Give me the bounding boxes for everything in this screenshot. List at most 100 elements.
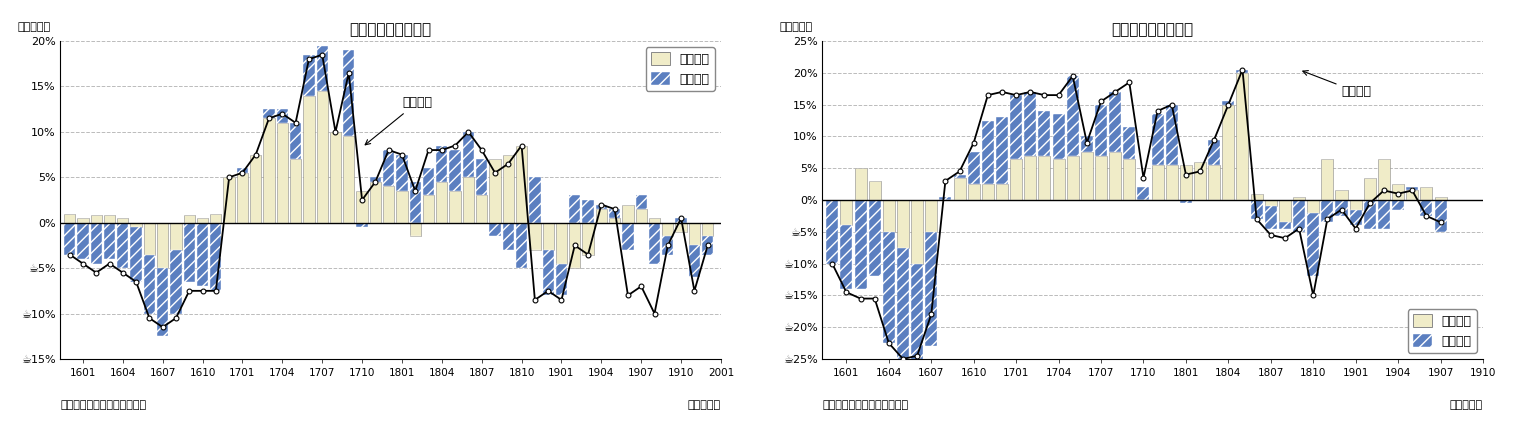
Bar <box>423 168 434 195</box>
Bar <box>840 200 853 225</box>
Bar <box>303 96 314 223</box>
Bar <box>144 255 155 314</box>
Bar <box>370 177 381 182</box>
Bar <box>502 223 514 250</box>
Bar <box>954 175 965 178</box>
Bar <box>516 145 528 223</box>
Bar <box>1109 92 1121 152</box>
Bar <box>343 50 355 136</box>
Bar <box>396 191 408 223</box>
Bar <box>64 223 76 255</box>
Bar <box>1393 184 1405 200</box>
Bar <box>329 132 341 223</box>
Bar <box>1053 159 1065 200</box>
Bar <box>197 223 208 286</box>
Bar <box>1066 155 1079 200</box>
Text: （資料）財務省「貳易統計」: （資料）財務省「貳易統計」 <box>822 400 909 410</box>
Bar <box>583 200 593 223</box>
Bar <box>184 215 194 223</box>
Bar <box>382 187 394 223</box>
Bar <box>144 223 155 255</box>
Bar <box>1180 165 1192 200</box>
Bar <box>382 150 394 187</box>
Legend: 数量要因, 価格要因: 数量要因, 価格要因 <box>1408 309 1476 353</box>
Bar <box>883 200 895 232</box>
Bar <box>1039 111 1050 155</box>
Bar <box>290 159 302 223</box>
Bar <box>912 264 924 378</box>
Text: （前年比）: （前年比） <box>780 22 813 31</box>
Bar <box>516 223 528 268</box>
Bar <box>130 227 141 282</box>
Bar <box>1406 187 1418 190</box>
Bar <box>1265 200 1277 206</box>
Bar <box>968 152 980 184</box>
Bar <box>689 245 699 277</box>
Bar <box>925 232 938 346</box>
Bar <box>463 177 473 223</box>
Bar <box>622 205 634 223</box>
Bar <box>1377 159 1390 200</box>
Bar <box>1364 200 1376 229</box>
Bar <box>476 159 487 195</box>
Bar <box>343 136 355 223</box>
Bar <box>1335 200 1347 216</box>
Bar <box>317 91 328 223</box>
Bar <box>1053 114 1065 159</box>
Bar <box>170 223 182 250</box>
Bar <box>1151 165 1164 200</box>
Bar <box>1292 200 1305 232</box>
Bar <box>854 200 866 289</box>
Bar <box>1406 190 1418 200</box>
Bar <box>1250 194 1262 200</box>
Bar <box>583 223 593 255</box>
Bar <box>968 184 980 200</box>
Text: （前年比）: （前年比） <box>17 22 50 31</box>
Bar <box>997 117 1007 184</box>
Bar <box>529 177 540 223</box>
Bar <box>211 214 221 223</box>
Bar <box>1208 140 1220 165</box>
Bar <box>1080 136 1092 152</box>
Bar <box>250 155 261 223</box>
Bar <box>912 200 924 264</box>
Bar <box>869 181 881 200</box>
Bar <box>211 223 221 291</box>
Bar <box>1180 200 1192 203</box>
Bar <box>1335 190 1347 200</box>
Bar <box>117 223 129 268</box>
Bar <box>463 132 473 177</box>
Bar <box>1435 200 1447 232</box>
Bar <box>840 225 853 289</box>
Bar <box>1279 222 1291 229</box>
Bar <box>569 195 581 223</box>
Bar <box>869 200 881 276</box>
Bar <box>596 209 607 223</box>
Bar <box>396 155 408 191</box>
Bar <box>555 264 567 295</box>
Bar <box>675 218 687 223</box>
Bar <box>1393 200 1405 210</box>
Bar <box>1165 105 1177 165</box>
Bar <box>317 46 328 91</box>
Bar <box>1080 152 1092 200</box>
Bar <box>649 223 660 264</box>
Bar <box>1010 95 1022 159</box>
Bar <box>1039 155 1050 200</box>
Bar <box>1095 105 1107 155</box>
Bar <box>356 223 367 227</box>
Bar <box>77 223 88 259</box>
Bar <box>1420 187 1432 200</box>
Bar <box>449 191 461 223</box>
Bar <box>91 223 102 264</box>
Bar <box>290 123 302 159</box>
Bar <box>543 223 554 250</box>
Bar <box>555 223 567 264</box>
Bar <box>636 209 646 223</box>
Bar <box>569 223 581 268</box>
Bar <box>661 223 674 237</box>
Title: 輸出金額の要因分解: 輸出金額の要因分解 <box>349 22 432 37</box>
Bar <box>370 182 381 223</box>
Bar <box>117 218 129 223</box>
Bar <box>954 178 965 200</box>
